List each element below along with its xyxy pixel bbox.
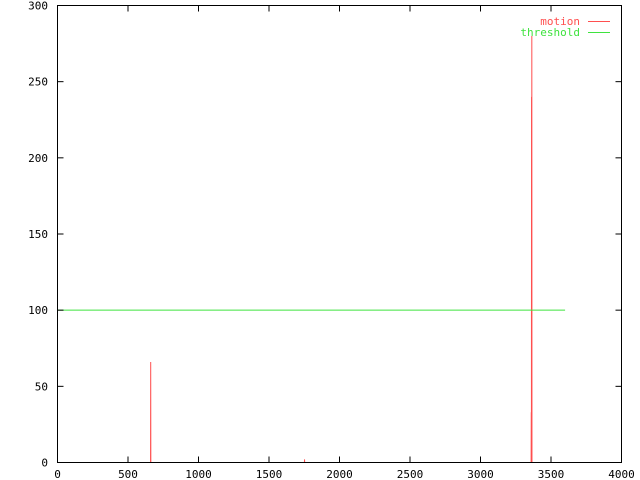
x-tick-label: 4000 xyxy=(608,468,635,480)
y-tick-label: 0 xyxy=(41,457,48,470)
x-tick-label: 3500 xyxy=(538,468,565,480)
x-tick-label: 3000 xyxy=(467,468,494,480)
plot-border xyxy=(57,5,622,463)
series-line-motion xyxy=(57,35,566,463)
y-tick-label: 150 xyxy=(28,228,48,241)
y-tick-label: 300 xyxy=(28,0,48,13)
y-tick-label: 200 xyxy=(28,152,48,165)
x-tick-label: 2500 xyxy=(397,468,424,480)
legend-label-motion: motion xyxy=(540,15,580,28)
y-tick-label: 250 xyxy=(28,76,48,89)
axis-ticks: 0 500 1000 1500 2000 2500 3000 3500 4000 0 50 100 15… xyxy=(28,0,635,480)
x-tick-label: 1500 xyxy=(256,468,283,480)
y-tick-label: 50 xyxy=(35,380,48,393)
x-tick-label: 1000 xyxy=(185,468,212,480)
legend-label-threshold: threshold xyxy=(520,26,580,39)
x-tick-label: 500 xyxy=(118,468,138,480)
x-tick-label: 0 xyxy=(54,468,61,480)
plot-marks xyxy=(57,35,566,463)
y-tick-label: 100 xyxy=(28,304,48,317)
x-tick-label: 2000 xyxy=(326,468,353,480)
